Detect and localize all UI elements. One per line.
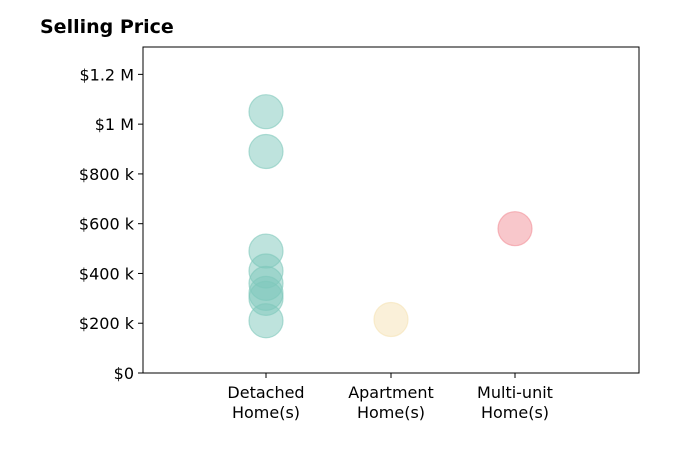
- x-tick-label-line1: Detached: [227, 383, 304, 402]
- data-point: [248, 133, 284, 170]
- chart-title: Selling Price: [40, 16, 174, 38]
- data-point: [373, 301, 409, 338]
- y-tick-label: $400 k: [79, 264, 135, 283]
- x-tick-label-line1: Apartment: [348, 383, 434, 402]
- data-point: [248, 303, 284, 339]
- y-tick-label: $800 k: [79, 165, 135, 184]
- y-axis: $0 $200 k $400 k $600 k $800 k $1 M $1.2 M: [79, 65, 143, 383]
- x-axis: DetachedHome(s)ApartmentHome(s)Multi-uni…: [227, 373, 553, 422]
- y-tick-label: $1.2 M: [79, 65, 134, 84]
- y-tick-label: $200 k: [79, 314, 135, 333]
- x-tick-label-line2: Home(s): [481, 403, 549, 422]
- x-tick-label-line2: Home(s): [357, 403, 425, 422]
- y-tick-label: $0: [114, 364, 134, 383]
- y-tick-label: $1 M: [95, 115, 134, 134]
- data-point: [497, 211, 533, 247]
- data-point: [248, 94, 284, 130]
- x-tick-label-line2: Home(s): [232, 403, 300, 422]
- data-points: [248, 94, 533, 339]
- y-tick-label: $600 k: [79, 215, 135, 234]
- x-tick-label-line1: Multi-unit: [477, 383, 553, 402]
